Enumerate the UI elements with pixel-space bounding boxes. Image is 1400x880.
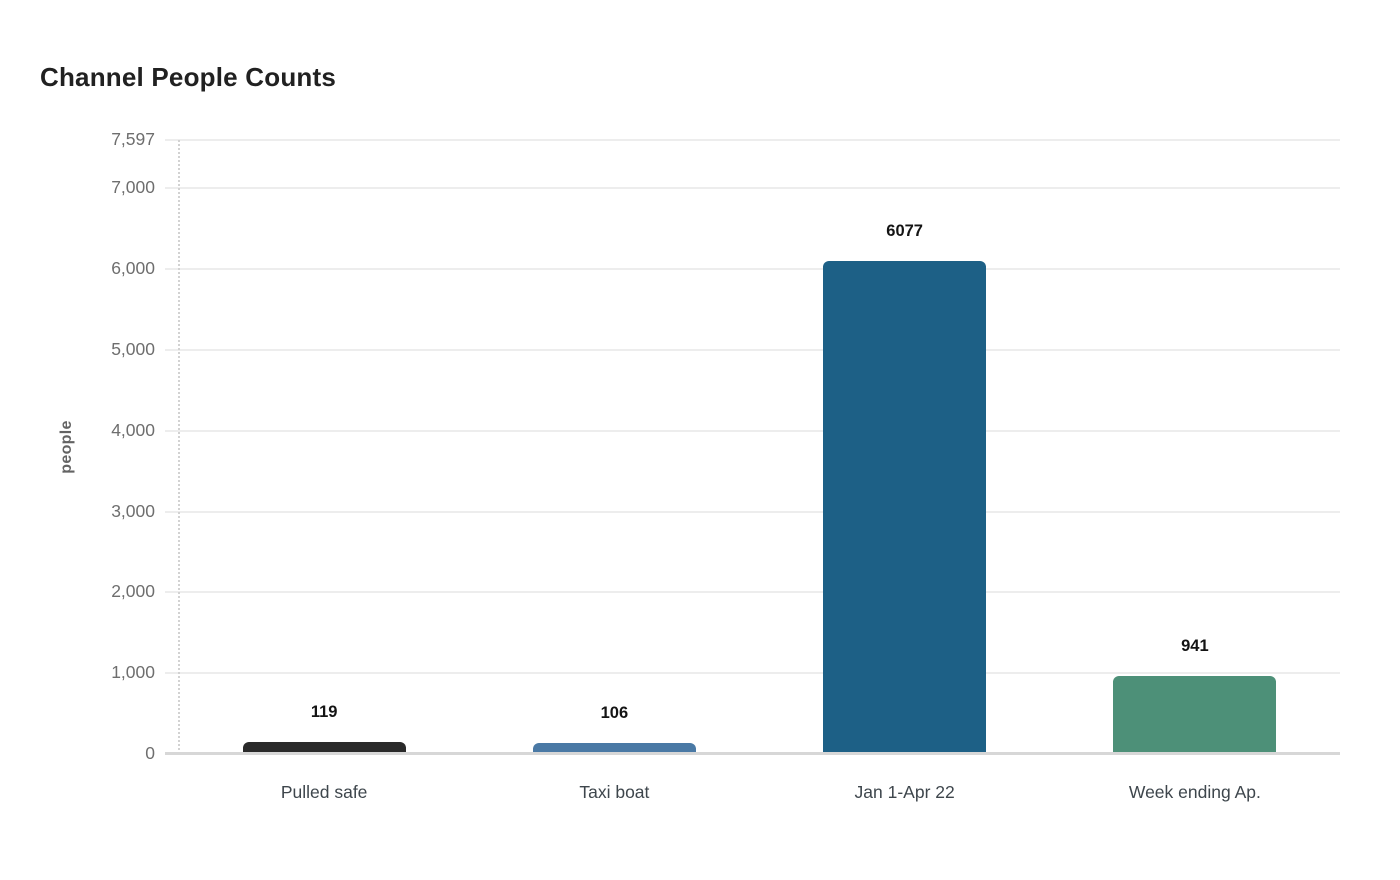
gridline	[165, 510, 1340, 513]
bar-value-label: 941	[1181, 636, 1209, 655]
x-category-label: Pulled safe	[280, 782, 368, 802]
y-tick-label: 2,000	[111, 581, 155, 602]
gridline	[165, 591, 1340, 594]
y-axis-line	[178, 140, 180, 754]
gridline	[165, 348, 1340, 351]
y-tick-label: 3,000	[111, 500, 155, 521]
chart-title: Channel People Counts	[40, 62, 337, 92]
y-tick-label: 4,000	[111, 419, 155, 440]
y-tick-label: 0	[145, 743, 155, 763]
y-tick-label: 5,000	[111, 338, 155, 359]
x-category-label: Jan 1-Apr 22	[854, 782, 955, 802]
gridline	[165, 672, 1340, 675]
y-tick-label: 7,597	[111, 129, 155, 149]
bar-pulled-safe	[242, 742, 406, 752]
bar-taxi-boat	[532, 743, 696, 752]
bar-week-ending-ap	[1113, 675, 1277, 752]
y-tick-label: 6,000	[111, 258, 155, 279]
bar-value-label: 6077	[886, 221, 923, 240]
y-tick-label: 7,000	[111, 177, 155, 198]
x-category-label: Week ending Ap.	[1128, 782, 1261, 802]
plot-area	[165, 139, 1340, 755]
gridline	[165, 429, 1340, 432]
gridline	[165, 139, 1340, 141]
gridline	[165, 187, 1340, 190]
gridline	[165, 268, 1340, 271]
bar-value-label: 106	[600, 704, 629, 723]
y-tick-label: 1,000	[111, 662, 155, 683]
x-axis-baseline	[165, 752, 1340, 755]
bar-value-label: 119	[310, 703, 338, 722]
bar-jan-1-apr-22	[823, 260, 987, 752]
x-category-label: Taxi boat	[579, 782, 650, 802]
